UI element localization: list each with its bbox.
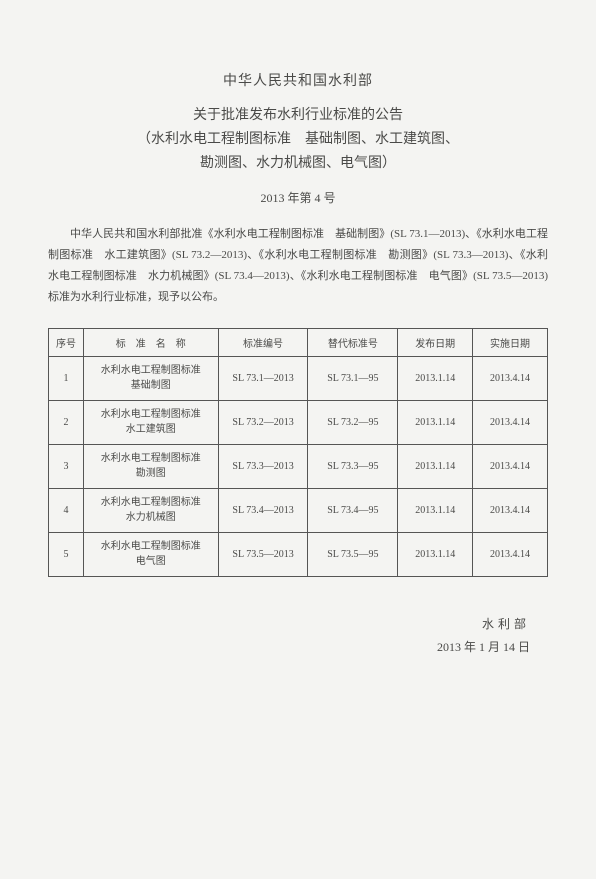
cell-pub: 2013.1.14 — [398, 400, 473, 444]
document-header: 中华人民共和国水利部 关于批准发布水利行业标准的公告 （水利水电工程制图标准 基… — [48, 70, 548, 206]
col-header-code: 标准编号 — [218, 328, 308, 356]
cell-code: SL 73.5—2013 — [218, 532, 308, 576]
col-header-impldate: 实施日期 — [473, 328, 548, 356]
cell-seq: 2 — [49, 400, 84, 444]
department-name: 中华人民共和国水利部 — [48, 70, 548, 90]
cell-impl: 2013.4.14 — [473, 488, 548, 532]
cell-pub: 2013.1.14 — [398, 488, 473, 532]
col-header-name: 标 准 名 称 — [83, 328, 218, 356]
cell-impl: 2013.4.14 — [473, 356, 548, 400]
cell-seq: 4 — [49, 488, 84, 532]
cell-pub: 2013.1.14 — [398, 356, 473, 400]
table-body: 1 水利水电工程制图标准基础制图 SL 73.1—2013 SL 73.1—95… — [49, 356, 548, 576]
signature-date: 2013 年 1 月 14 日 — [48, 636, 530, 659]
cell-name: 水利水电工程制图标准电气图 — [83, 532, 218, 576]
title-line-1: 关于批准发布水利行业标准的公告 — [48, 104, 548, 128]
document-number: 2013 年第 4 号 — [48, 189, 548, 206]
cell-replaced: SL 73.4—95 — [308, 488, 398, 532]
col-header-pubdate: 发布日期 — [398, 328, 473, 356]
cell-code: SL 73.4—2013 — [218, 488, 308, 532]
table-row: 4 水利水电工程制图标准水力机械图 SL 73.4—2013 SL 73.4—9… — [49, 488, 548, 532]
table-header-row: 序号 标 准 名 称 标准编号 替代标准号 发布日期 实施日期 — [49, 328, 548, 356]
cell-pub: 2013.1.14 — [398, 532, 473, 576]
cell-impl: 2013.4.14 — [473, 400, 548, 444]
cell-name: 水利水电工程制图标准水工建筑图 — [83, 400, 218, 444]
table-row: 2 水利水电工程制图标准水工建筑图 SL 73.2—2013 SL 73.2—9… — [49, 400, 548, 444]
cell-seq: 5 — [49, 532, 84, 576]
table-row: 3 水利水电工程制图标准勘测图 SL 73.3—2013 SL 73.3—95 … — [49, 444, 548, 488]
title-line-2: （水利水电工程制图标准 基础制图、水工建筑图、 — [48, 128, 548, 152]
cell-replaced: SL 73.1—95 — [308, 356, 398, 400]
cell-replaced: SL 73.3—95 — [308, 444, 398, 488]
cell-seq: 1 — [49, 356, 84, 400]
cell-impl: 2013.4.14 — [473, 532, 548, 576]
table-row: 5 水利水电工程制图标准电气图 SL 73.5—2013 SL 73.5—95 … — [49, 532, 548, 576]
cell-replaced: SL 73.2—95 — [308, 400, 398, 444]
standards-table: 序号 标 准 名 称 标准编号 替代标准号 发布日期 实施日期 1 水利水电工程… — [48, 328, 548, 577]
body-paragraph: 中华人民共和国水利部批准《水利水电工程制图标准 基础制图》(SL 73.1—20… — [48, 224, 548, 308]
table-row: 1 水利水电工程制图标准基础制图 SL 73.1—2013 SL 73.1—95… — [49, 356, 548, 400]
cell-impl: 2013.4.14 — [473, 444, 548, 488]
cell-code: SL 73.2—2013 — [218, 400, 308, 444]
cell-code: SL 73.3—2013 — [218, 444, 308, 488]
cell-name: 水利水电工程制图标准水力机械图 — [83, 488, 218, 532]
cell-replaced: SL 73.5—95 — [308, 532, 398, 576]
document-footer: 水利部 2013 年 1 月 14 日 — [48, 613, 548, 659]
title-line-3: 勘测图、水力机械图、电气图） — [48, 152, 548, 176]
cell-code: SL 73.1—2013 — [218, 356, 308, 400]
signature: 水利部 — [48, 613, 530, 636]
cell-pub: 2013.1.14 — [398, 444, 473, 488]
col-header-seq: 序号 — [49, 328, 84, 356]
cell-name: 水利水电工程制图标准勘测图 — [83, 444, 218, 488]
col-header-replaced: 替代标准号 — [308, 328, 398, 356]
cell-seq: 3 — [49, 444, 84, 488]
cell-name: 水利水电工程制图标准基础制图 — [83, 356, 218, 400]
